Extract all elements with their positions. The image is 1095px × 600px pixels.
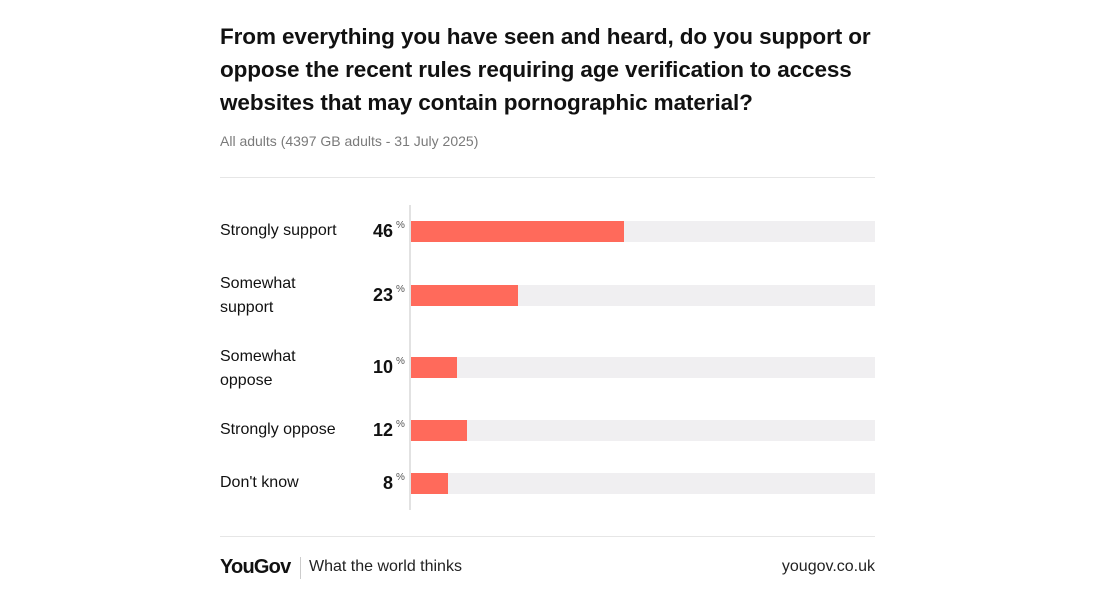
percent-sign: % [396,220,405,231]
bar [411,221,624,242]
percent-sign: % [396,419,405,430]
chart-subtitle: All adults (4397 GB adults - 31 July 202… [220,133,479,149]
value-label: 23 [372,285,393,305]
category-label: Don't know [220,474,299,491]
category-label: Somewhat support [220,275,296,316]
bar-track [411,221,875,242]
chart-title: From everything you have seen and heard,… [220,24,871,115]
footer-url-link[interactable]: yougov.co.uk [781,558,875,575]
category-label: Somewhat oppose [220,348,296,389]
bar [411,473,448,494]
bar-track [411,285,875,306]
value-label: 10 [372,357,393,377]
bar [411,357,457,378]
bar-track [411,420,875,441]
bar [411,420,467,441]
value-label: 12 [372,420,393,440]
percent-sign: % [396,472,405,483]
category-label: Strongly support [220,222,337,239]
percent-sign: % [396,284,405,295]
bar-track [411,357,875,378]
footer-separator [300,557,301,579]
category-label: Strongly oppose [220,421,336,438]
bar-track [411,473,875,494]
yougov-logo[interactable]: YouGov [220,556,291,578]
value-label: 46 [372,221,393,241]
chart-card: From everything you have seen and heard,… [220,0,875,600]
bar [411,285,518,306]
value-label: 8 [382,473,393,493]
footer-tagline: What the world thinks [309,558,462,575]
bottom-divider [220,536,875,537]
percent-sign: % [396,356,405,367]
top-divider [220,177,875,178]
axis-line [409,205,411,510]
